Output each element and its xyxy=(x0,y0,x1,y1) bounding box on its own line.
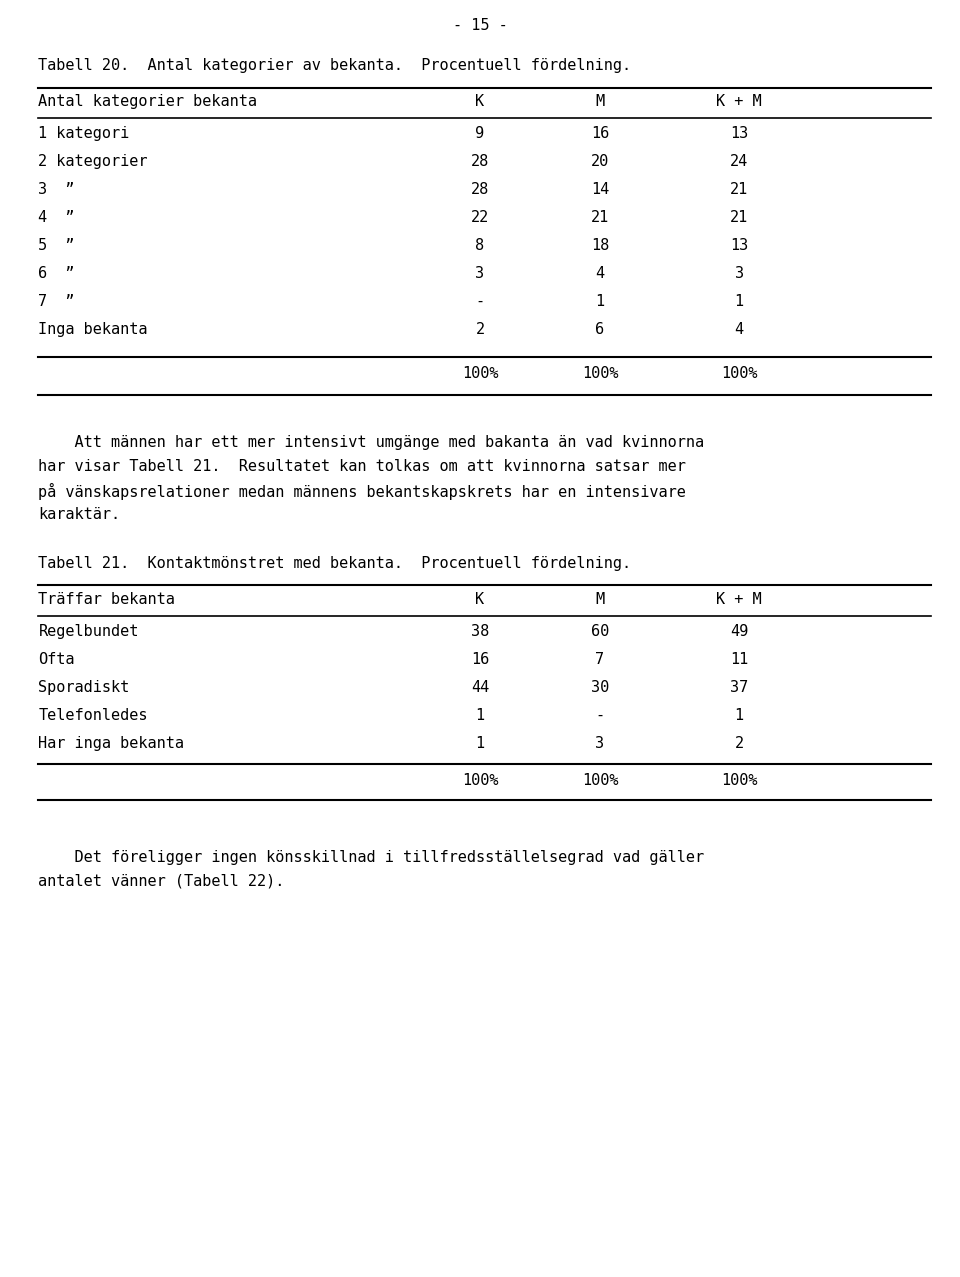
Text: 2: 2 xyxy=(734,736,744,751)
Text: 3: 3 xyxy=(475,266,485,281)
Text: -: - xyxy=(595,707,605,723)
Text: 13: 13 xyxy=(730,238,749,253)
Text: 3: 3 xyxy=(595,736,605,751)
Text: 2: 2 xyxy=(475,322,485,337)
Text: Telefonledes: Telefonledes xyxy=(38,707,148,723)
Text: K + M: K + M xyxy=(716,593,762,607)
Text: 1: 1 xyxy=(595,294,605,309)
Text: karaktär.: karaktär. xyxy=(38,507,121,522)
Text: på vänskapsrelationer medan männens bekantskapskrets har en intensivare: på vänskapsrelationer medan männens beka… xyxy=(38,483,686,501)
Text: -: - xyxy=(475,294,485,309)
Text: K: K xyxy=(475,94,485,109)
Text: 8: 8 xyxy=(475,238,485,253)
Text: K: K xyxy=(475,593,485,607)
Text: 4  ”: 4 ” xyxy=(38,209,75,225)
Text: - 15 -: - 15 - xyxy=(452,18,508,33)
Text: 1: 1 xyxy=(734,707,744,723)
Text: Tabell 20.  Antal kategorier av bekanta.  Procentuell fördelning.: Tabell 20. Antal kategorier av bekanta. … xyxy=(38,57,632,73)
Text: Regelbundet: Regelbundet xyxy=(38,624,139,638)
Text: 9: 9 xyxy=(475,126,485,140)
Text: 16: 16 xyxy=(590,126,610,140)
Text: 5  ”: 5 ” xyxy=(38,238,75,253)
Text: 16: 16 xyxy=(470,653,490,667)
Text: 100%: 100% xyxy=(462,366,498,381)
Text: 21: 21 xyxy=(730,209,749,225)
Text: 13: 13 xyxy=(730,126,749,140)
Text: 30: 30 xyxy=(590,679,610,695)
Text: 11: 11 xyxy=(730,653,749,667)
Text: 24: 24 xyxy=(730,155,749,169)
Text: 1: 1 xyxy=(475,707,485,723)
Text: 18: 18 xyxy=(590,238,610,253)
Text: 49: 49 xyxy=(730,624,749,638)
Text: Har inga bekanta: Har inga bekanta xyxy=(38,736,184,751)
Text: 100%: 100% xyxy=(721,366,757,381)
Text: Träffar bekanta: Träffar bekanta xyxy=(38,593,176,607)
Text: 1: 1 xyxy=(734,294,744,309)
Text: M: M xyxy=(595,94,605,109)
Text: M: M xyxy=(595,593,605,607)
Text: 1 kategori: 1 kategori xyxy=(38,126,130,140)
Text: har visar Tabell 21.  Resultatet kan tolkas om att kvinnorna satsar mer: har visar Tabell 21. Resultatet kan tolk… xyxy=(38,458,686,474)
Text: 20: 20 xyxy=(590,155,610,169)
Text: Det föreligger ingen könsskillnad i tillfredsställelsegrad vad gäller: Det föreligger ingen könsskillnad i till… xyxy=(38,850,705,865)
Text: K + M: K + M xyxy=(716,94,762,109)
Text: 3: 3 xyxy=(734,266,744,281)
Text: 38: 38 xyxy=(470,624,490,638)
Text: Ofta: Ofta xyxy=(38,653,75,667)
Text: 14: 14 xyxy=(590,183,610,197)
Text: 1: 1 xyxy=(475,736,485,751)
Text: 60: 60 xyxy=(590,624,610,638)
Text: 4: 4 xyxy=(734,322,744,337)
Text: antalet vänner (Tabell 22).: antalet vänner (Tabell 22). xyxy=(38,873,285,889)
Text: 3  ”: 3 ” xyxy=(38,183,75,197)
Text: 100%: 100% xyxy=(462,773,498,788)
Text: Tabell 21.  Kontaktmönstret med bekanta.  Procentuell fördelning.: Tabell 21. Kontaktmönstret med bekanta. … xyxy=(38,555,632,571)
Text: 6: 6 xyxy=(595,322,605,337)
Text: 28: 28 xyxy=(470,155,490,169)
Text: Att männen har ett mer intensivt umgänge med bakanta än vad kvinnorna: Att männen har ett mer intensivt umgänge… xyxy=(38,435,705,450)
Text: 2 kategorier: 2 kategorier xyxy=(38,155,148,169)
Text: 44: 44 xyxy=(470,679,490,695)
Text: Sporadiskt: Sporadiskt xyxy=(38,679,130,695)
Text: Inga bekanta: Inga bekanta xyxy=(38,322,148,337)
Text: 100%: 100% xyxy=(582,366,618,381)
Text: 28: 28 xyxy=(470,183,490,197)
Text: 4: 4 xyxy=(595,266,605,281)
Text: 21: 21 xyxy=(590,209,610,225)
Text: 21: 21 xyxy=(730,183,749,197)
Text: 37: 37 xyxy=(730,679,749,695)
Text: 100%: 100% xyxy=(582,773,618,788)
Text: Antal kategorier bekanta: Antal kategorier bekanta xyxy=(38,94,257,109)
Text: 7  ”: 7 ” xyxy=(38,294,75,309)
Text: 7: 7 xyxy=(595,653,605,667)
Text: 100%: 100% xyxy=(721,773,757,788)
Text: 6  ”: 6 ” xyxy=(38,266,75,281)
Text: 22: 22 xyxy=(470,209,490,225)
